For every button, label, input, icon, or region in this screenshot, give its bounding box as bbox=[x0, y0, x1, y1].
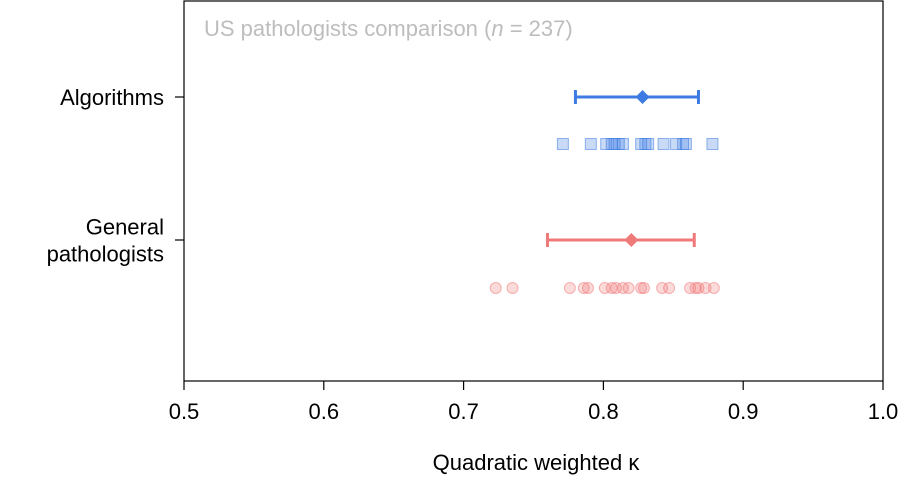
data-point bbox=[707, 282, 720, 294]
data-point bbox=[706, 138, 719, 150]
data-point bbox=[699, 282, 712, 294]
x-tick-label: 0.6 bbox=[309, 399, 340, 424]
mean-marker bbox=[624, 233, 639, 247]
chart-title-n: n bbox=[491, 16, 503, 41]
data-point bbox=[637, 282, 650, 294]
plot-frame bbox=[183, 0, 884, 382]
x-axis: 0.5 0.6 0.7 0.8 0.9 1.0 bbox=[169, 381, 899, 424]
y-axis-label: Algorithms bbox=[60, 85, 164, 110]
data-point bbox=[616, 138, 629, 150]
data-point bbox=[642, 138, 655, 150]
data-point bbox=[582, 282, 595, 294]
data-point bbox=[663, 282, 676, 294]
x-tick-label: 1.0 bbox=[868, 399, 899, 424]
data-point bbox=[556, 138, 569, 150]
data-point bbox=[489, 282, 502, 294]
data-point bbox=[584, 138, 597, 150]
x-axis-label: Quadratic weighted κ bbox=[433, 450, 641, 475]
data-point bbox=[670, 138, 683, 150]
data-point bbox=[506, 282, 519, 294]
chart-title-prefix: US pathologists comparison ( bbox=[204, 16, 492, 41]
y-axis-label: pathologists bbox=[47, 242, 164, 267]
data-point bbox=[657, 138, 670, 150]
mean-marker bbox=[635, 90, 650, 104]
chart-title-suffix: = 237) bbox=[504, 16, 573, 41]
data-point bbox=[679, 138, 692, 150]
data-point bbox=[635, 282, 648, 294]
x-tick-label: 0.9 bbox=[728, 399, 759, 424]
y-axis-label: General bbox=[86, 215, 164, 240]
data-point bbox=[563, 282, 576, 294]
x-tick-label: 0.7 bbox=[448, 399, 479, 424]
chart-title: US pathologists comparison (n = 237) bbox=[204, 16, 573, 41]
x-tick-label: 0.5 bbox=[169, 399, 200, 424]
x-tick-label: 0.8 bbox=[588, 399, 619, 424]
data-point bbox=[689, 282, 702, 294]
data-point bbox=[622, 282, 635, 294]
data-point bbox=[577, 282, 590, 294]
